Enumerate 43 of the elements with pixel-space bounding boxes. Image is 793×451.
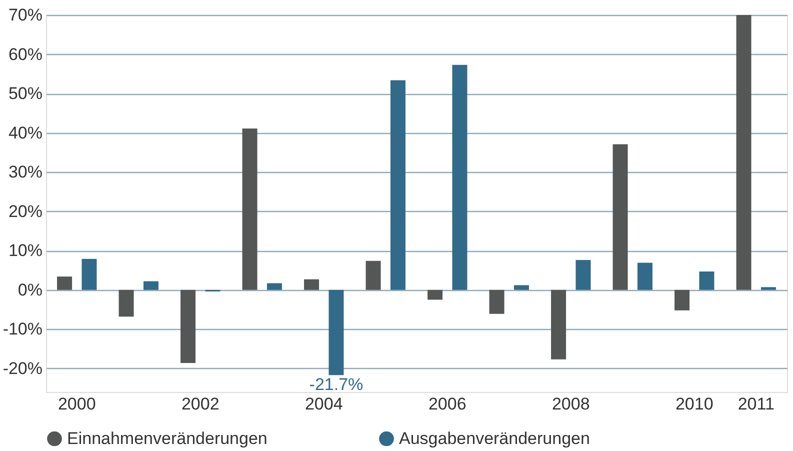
bar bbox=[266, 283, 282, 290]
bar bbox=[576, 260, 591, 290]
bar bbox=[612, 144, 628, 290]
y-tick-label: 20% bbox=[8, 202, 42, 221]
x-tick-label: 2004 bbox=[304, 394, 343, 414]
y-tick-label: 50% bbox=[8, 84, 42, 104]
bar bbox=[118, 290, 134, 317]
y-tick-label: 60% bbox=[8, 44, 42, 64]
bar bbox=[366, 260, 381, 290]
bar bbox=[428, 290, 443, 300]
x-tick-label: 2002 bbox=[181, 394, 220, 414]
bar bbox=[328, 290, 344, 376]
bar bbox=[674, 290, 690, 310]
data-label: -21.7% bbox=[309, 375, 364, 394]
y-tick-label: 30% bbox=[8, 162, 42, 182]
bar bbox=[304, 279, 320, 290]
bar bbox=[82, 258, 97, 290]
y-tick-label: 0% bbox=[18, 280, 42, 300]
legend-label: Einnahmenveränderungen bbox=[67, 428, 268, 448]
y-tick-label: 40% bbox=[8, 123, 42, 142]
legend-label: Ausgabenveränderungen bbox=[399, 428, 590, 448]
bar bbox=[637, 262, 652, 290]
y-tick-label: -20% bbox=[2, 358, 42, 378]
bar bbox=[699, 271, 714, 290]
bar bbox=[390, 80, 406, 290]
y-tick-label: 70% bbox=[8, 6, 42, 24]
bar bbox=[143, 281, 158, 290]
bar bbox=[736, 15, 752, 290]
x-tick-label: 2011 bbox=[738, 394, 774, 414]
y-tick-label: -10% bbox=[2, 320, 42, 339]
bar bbox=[57, 276, 72, 290]
bar bbox=[551, 290, 566, 360]
x-tick-label: 2006 bbox=[428, 394, 466, 414]
bar bbox=[452, 64, 468, 290]
bar bbox=[514, 285, 529, 290]
x-tick-label: 2008 bbox=[552, 394, 590, 414]
bar bbox=[489, 290, 504, 314]
x-tick-label: 2010 bbox=[675, 394, 714, 414]
x-tick-label: 2000 bbox=[58, 394, 96, 414]
bar bbox=[760, 287, 776, 290]
bar bbox=[180, 290, 196, 363]
y-tick-label: 10% bbox=[8, 241, 42, 260]
bar bbox=[242, 128, 258, 290]
